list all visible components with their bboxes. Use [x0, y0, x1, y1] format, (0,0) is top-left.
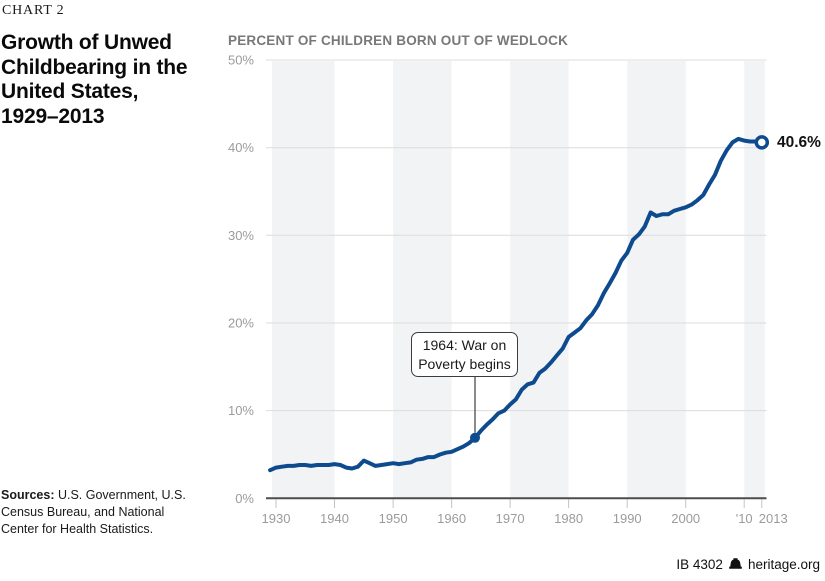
svg-text:1940: 1940 [320, 511, 349, 526]
report-id: IB 4302 [676, 557, 723, 572]
page-title: Growth of Unwed Childbearing in the Unit… [1, 31, 188, 128]
x-axis [266, 497, 767, 508]
x-axis-labels: 1930 1940 1950 1960 1970 1980 1990 2000 '10 2013 [262, 511, 788, 526]
decade-bands [271, 61, 765, 498]
svg-text:0%: 0% [235, 491, 254, 506]
heritage-bell-icon [729, 558, 742, 569]
svg-text:1970: 1970 [496, 511, 525, 526]
chart-subtitle: PERCENT OF CHILDREN BORN OUT OF WEDLOCK [228, 33, 569, 48]
svg-text:1950: 1950 [379, 511, 408, 526]
svg-text:50%: 50% [228, 53, 254, 68]
chart-number-label: CHART 2 [2, 3, 65, 18]
svg-text:20%: 20% [228, 316, 254, 331]
sources-note: Sources: U.S. Government, U.S. Census Bu… [1, 487, 191, 538]
site-name: heritage.org [747, 557, 820, 572]
annotation-callout: 1964: War on Poverty begins [411, 332, 518, 377]
svg-text:1930: 1930 [262, 511, 291, 526]
svg-text:30%: 30% [228, 228, 254, 243]
gridlines [266, 59, 767, 412]
sources-text: U.S. Government, U.S. Census Bureau, and… [1, 488, 186, 536]
svg-text:40%: 40% [228, 140, 254, 155]
end-value-label: 40.6% [777, 134, 821, 151]
svg-text:2013: 2013 [759, 511, 788, 526]
data-line [268, 135, 770, 473]
y-axis-labels: 0% 10% 20% 30% 40% 50% [228, 53, 254, 506]
svg-text:1960: 1960 [437, 511, 466, 526]
annotation-marker [470, 377, 480, 443]
footer-attribution: IB 4302 heritage.org [676, 557, 820, 572]
svg-text:1980: 1980 [554, 511, 583, 526]
sources-label: Sources: [1, 488, 55, 502]
svg-text:1990: 1990 [613, 511, 642, 526]
svg-text:10%: 10% [228, 403, 254, 418]
svg-text:'10: '10 [736, 511, 753, 526]
svg-text:2000: 2000 [671, 511, 700, 526]
